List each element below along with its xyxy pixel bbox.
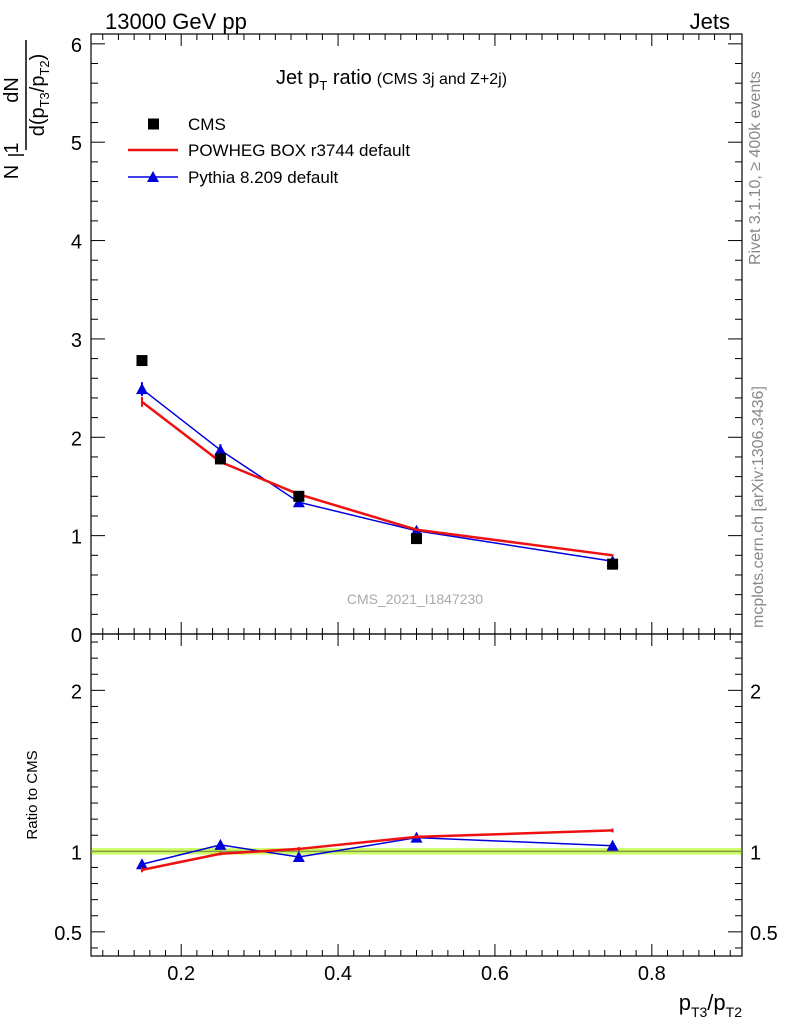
cms-point	[293, 490, 305, 502]
ratio-pythia-point	[214, 838, 227, 850]
legend-label: CMS	[188, 115, 226, 134]
y-tick-label: 6	[71, 35, 82, 57]
ratio-y-tick-label-right: 0.5	[750, 923, 778, 945]
y-tick-label: 1	[71, 527, 82, 549]
legend-swatch-pythia	[147, 171, 159, 182]
ratio-y-tick-label-right: 2	[750, 681, 761, 703]
rivet-label: Rivet 3.1.10, ≥ 400k events	[747, 71, 764, 265]
y-tick-label: 2	[71, 428, 82, 450]
ratio-pythia-point	[292, 850, 305, 862]
x-tick-label: 0.6	[481, 963, 509, 985]
main-y-axis-label: 1 N dNd(pT3/pT2)	[1, 40, 52, 179]
pythia-point	[135, 383, 148, 395]
mcplots-label: mcplots.cern.ch [arXiv:1306.3436]	[750, 386, 767, 628]
y-tick-label: 3	[71, 330, 82, 352]
cms-point	[607, 558, 619, 570]
marks-layer	[91, 355, 742, 873]
ratio-pythia-point	[606, 839, 619, 851]
x-tick-label: 0.8	[638, 963, 666, 985]
header-right: Jets	[690, 9, 730, 34]
analysis-watermark: CMS_2021_I1847230	[347, 591, 483, 607]
y-label-n: N	[1, 165, 23, 179]
ratio-frame	[90, 633, 743, 957]
axes-layer: 0.2 0.4 0.6 0.8 0 1 2 3 4 5 6 0.5 0.5 1 1 2 2	[54, 34, 778, 985]
ratio-y-tick-label: 1	[71, 842, 82, 864]
legend-label: Pythia 8.209 default	[188, 168, 339, 187]
legend: CMS POWHEG BOX r3744 default Pythia 8.209 …	[128, 115, 410, 187]
powheg-line	[141, 400, 613, 557]
x-tick-label: 0.2	[167, 963, 195, 985]
cms-point	[136, 355, 148, 367]
ratio-y-tick-label-right: 1	[750, 842, 761, 864]
ratio-y-label: Ratio to CMS	[24, 750, 41, 839]
ratio-y-tick-label: 2	[71, 681, 82, 703]
legend-swatch-cms	[148, 118, 159, 130]
cms-point	[411, 533, 422, 545]
cms-point	[214, 453, 226, 465]
x-axis-label: pT3/pT2	[679, 990, 743, 1020]
y-tick-label: 4	[71, 232, 82, 254]
x-tick-label: 0.4	[324, 963, 352, 985]
ratio-pythia-point	[135, 858, 148, 870]
pythia-line	[141, 388, 613, 562]
plot-title: Jet pT ratio (CMS 3j and Z+2j)	[276, 67, 507, 93]
y-label-one: 1	[1, 142, 23, 153]
legend-label: POWHEG BOX r3744 default	[188, 141, 410, 160]
y-label-denominator: d(pT3/pT2)	[27, 54, 52, 137]
pythia-point	[214, 444, 227, 456]
header-left: 13000 GeV pp	[105, 9, 247, 34]
y-tick-label: 5	[71, 133, 82, 155]
y-label-dn: dN	[1, 77, 23, 103]
ratio-y-tick-label: 0.5	[54, 923, 82, 945]
y-tick-label: 0	[71, 625, 82, 647]
